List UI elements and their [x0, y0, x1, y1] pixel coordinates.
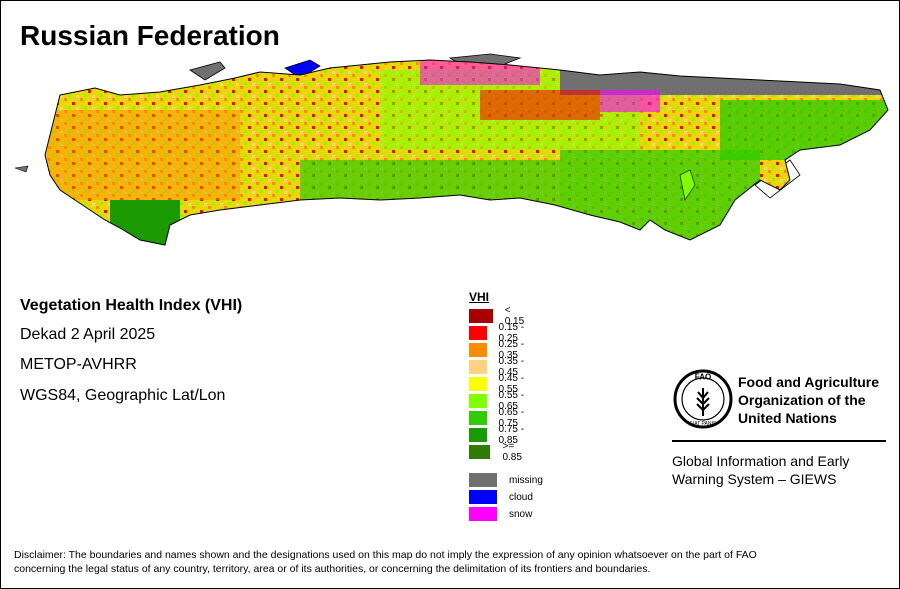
fao-name-line1: Food and Agriculture: [738, 374, 880, 390]
legend-label: 0.65 - 0.75: [498, 407, 525, 429]
disclaimer-line1: Disclaimer: The boundaries and names sho…: [14, 549, 757, 561]
legend-swatch: [469, 411, 487, 425]
legend-label: 0.45 - 0.55: [498, 373, 525, 395]
legend-label: snow: [509, 508, 533, 520]
logo-text-top: FAO: [695, 373, 711, 382]
fao-divider: [672, 440, 886, 442]
legend-item: 0.75 - 0.85: [469, 424, 528, 446]
legend-swatch: [469, 473, 497, 487]
legend-item: 0.65 - 0.75: [469, 407, 528, 429]
legend-swatch: [469, 343, 487, 357]
legend-title: VHI: [469, 290, 490, 304]
vhi-map: [14, 53, 889, 246]
legend-label: 0.25 - 0.35: [498, 339, 525, 361]
legend-item: snow: [469, 507, 532, 521]
legend-label: 0.75 - 0.85: [498, 424, 525, 446]
fao-name: Food and Agriculture Organization of the…: [738, 373, 879, 427]
legend-label: cloud: [509, 491, 533, 503]
vhi-legend: VHI < 0.15 0.15 - 0.25 0.25 - 0.35 0.35 - 0…: [469, 290, 543, 529]
legend-item: 0.35 - 0.45: [469, 356, 528, 378]
legend-item: cloud: [469, 490, 533, 504]
legend-label: 0.35 - 0.45: [498, 356, 525, 378]
giews-line1: Global Information and Early: [672, 453, 850, 469]
fao-logo-icon: FAO FIAT PANIS: [673, 369, 733, 429]
disclaimer: Disclaimer: The boundaries and names sho…: [14, 548, 884, 576]
projection-text: WGS84, Geographic Lat/Lon: [20, 387, 226, 404]
fao-name-line3: United Nations: [738, 410, 837, 426]
legend-swatch: [469, 377, 487, 391]
legend-label: < 0.15: [504, 305, 525, 327]
logo-text-bottom: FIAT PANIS: [690, 421, 717, 427]
index-name: Vegetation Health Index (VHI): [20, 297, 243, 314]
legend-swatch: [469, 490, 497, 504]
legend-label: 0.15 - 0.25: [498, 322, 525, 344]
legend-item: 0.45 - 0.55: [469, 373, 528, 395]
giews-name: Global Information and Early Warning Sys…: [672, 452, 849, 488]
legend-swatch: [469, 428, 487, 442]
disclaimer-line2: concerning the legal status of any count…: [14, 563, 651, 575]
legend-item: < 0.15: [469, 305, 528, 327]
period-text: Dekad 2 April 2025: [20, 326, 156, 343]
legend-label: 0.55 - 0.65: [498, 390, 525, 412]
legend-item: 0.55 - 0.65: [469, 390, 528, 412]
map-title: Russian Federation: [20, 20, 280, 51]
legend-swatch: [469, 360, 487, 374]
legend-swatch: [469, 507, 497, 521]
legend-item: 0.15 - 0.25: [469, 322, 528, 344]
legend-item: missing: [469, 473, 543, 487]
giews-line2: Warning System – GIEWS: [672, 471, 837, 487]
legend-swatch: [469, 394, 487, 408]
legend-rows: < 0.15 0.15 - 0.25 0.25 - 0.35 0.35 - 0.45 0…: [469, 305, 543, 529]
sensor-text: METOP-AVHRR: [20, 356, 137, 373]
legend-swatch: [469, 326, 487, 340]
legend-item: 0.25 - 0.35: [469, 339, 528, 361]
legend-label: missing: [509, 474, 543, 486]
legend-label: >= 0.85: [502, 441, 522, 463]
legend-item: >= 0.85: [469, 441, 528, 463]
legend-swatch: [469, 309, 493, 323]
legend-swatch: [469, 445, 491, 459]
fao-name-line2: Organization of the: [738, 392, 866, 408]
